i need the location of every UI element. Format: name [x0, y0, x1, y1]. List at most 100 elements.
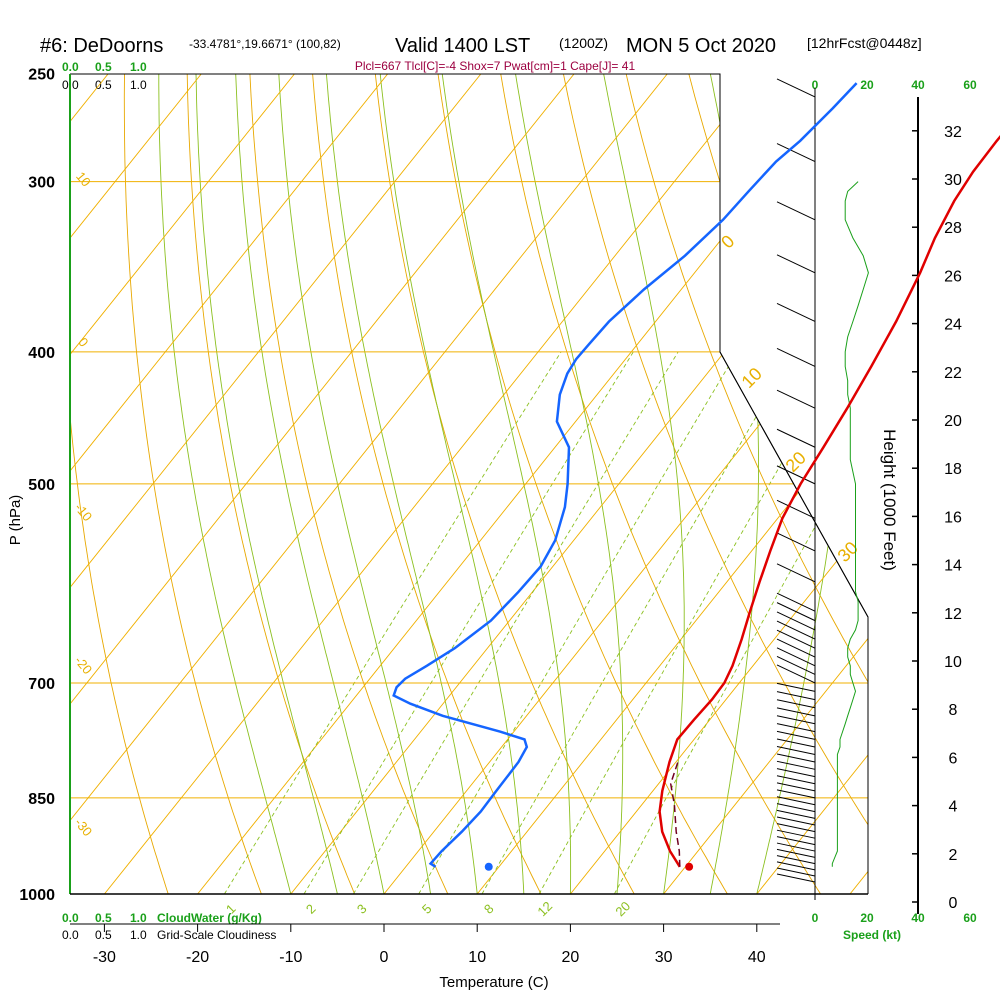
dry-adiabat: [931, 50, 1000, 923]
pressure-tick-label: 850: [28, 791, 55, 808]
mixing-ratio-line: [353, 351, 679, 894]
isotherm-label: -30: [72, 815, 96, 839]
wind-barb: [776, 873, 816, 883]
moist-adiabat: [277, 74, 432, 894]
wind-barb: [776, 629, 816, 649]
isotherm: [70, 74, 587, 894]
wind-barb: [776, 829, 816, 839]
mixing-ratio-label: 20: [612, 898, 633, 919]
pressure-tick-label: 1000: [19, 887, 55, 904]
moist-adiabat: [511, 74, 624, 894]
wind-barb: [776, 715, 816, 725]
isotherm: [0, 0, 27, 923]
pressure-tick-label: 400: [28, 345, 55, 362]
wind-barb: [776, 428, 816, 448]
pressure-tick-label: 700: [28, 676, 55, 693]
height-tick-label: 10: [944, 654, 962, 671]
wind-barb: [776, 775, 816, 785]
isotherm-label: 10: [738, 364, 766, 392]
dry-adiabat: [310, 74, 557, 894]
isotherm: [70, 74, 215, 894]
wind-barb: [776, 861, 816, 871]
wind-barb: [776, 465, 816, 485]
mixing-ratio-line: [224, 351, 562, 894]
cloud-black-top-2: 1.0: [130, 78, 147, 92]
height-tick-label: 32: [944, 124, 962, 141]
dry-adiabat: [620, 74, 868, 894]
cloud-green-bottom-label: CloudWater (g/Kg): [157, 911, 262, 925]
thermo-background: [0, 0, 1000, 923]
speed-top-1: 20: [860, 78, 874, 92]
sounding-series: [392, 82, 1000, 871]
isotherm: [80, 74, 867, 894]
moist-adiabat: [438, 74, 572, 894]
wind-barb: [776, 789, 816, 799]
wind-barb: [776, 803, 816, 813]
wind-barb: [776, 201, 816, 221]
wind-barb: [776, 768, 816, 778]
x-tick-label: 20: [562, 949, 580, 966]
wind-barb: [776, 816, 816, 826]
x-tick-label: 10: [468, 949, 486, 966]
wind-panel: [776, 78, 869, 900]
pressure-axis-ticks: 250 300 400 500 700 850 1000: [19, 67, 55, 904]
cloud-black-bottom-0: 0.0: [62, 928, 79, 942]
dry-adiabat: [496, 74, 840, 894]
mixing-ratio-labels: 1 2 3 5 8 12 20: [223, 898, 633, 919]
wind-barb: [776, 746, 816, 756]
isotherm: [70, 74, 774, 894]
dry-adiabat: [806, 74, 868, 894]
speed-bottom-2: 40: [911, 911, 925, 925]
wind-barb: [776, 611, 816, 631]
wind-barb: [776, 691, 816, 701]
wind-barb: [776, 782, 816, 792]
wind-barb: [776, 499, 816, 519]
isotherm: [70, 74, 401, 894]
speed-bottom-3: 60: [963, 911, 977, 925]
moist-adiabat: [195, 74, 338, 894]
height-tick-label: 8: [949, 702, 958, 719]
wind-barb: [776, 823, 816, 833]
wind-barb: [776, 855, 816, 865]
height-tick-label: 30: [944, 172, 962, 189]
isotherm: [70, 74, 494, 894]
x-tick-label: 40: [748, 949, 766, 966]
height-tick-label: 26: [944, 268, 962, 285]
wind-barb: [776, 664, 816, 684]
mixing-ratio-label: 8: [481, 901, 497, 917]
isotherm: [267, 74, 868, 894]
series-parcel: [669, 761, 681, 867]
isotherm: [360, 74, 868, 894]
wind-barb: [776, 303, 816, 322]
wind-barb: [776, 848, 816, 858]
speed-bottom-0: 0: [812, 911, 819, 925]
dry-adiabat: [186, 74, 368, 894]
moist-adiabat: [234, 74, 385, 894]
series-temperature: [658, 134, 1000, 868]
cloud-black-bottom-1: 0.5: [95, 928, 112, 942]
wind-barb: [776, 532, 816, 552]
moist-adiabat: [598, 74, 685, 894]
pressure-tick-label: 500: [28, 477, 55, 494]
speed-bottom-1: 20: [860, 911, 874, 925]
moist-adiabat: [705, 74, 759, 894]
wind-barb: [776, 723, 816, 733]
isotherm: [70, 74, 681, 894]
wind-barb: [776, 655, 816, 675]
cloud-green-bottom-1: 0.5: [95, 911, 112, 925]
valid-time: Valid 1400 LST: [395, 35, 530, 57]
cloud-green-bottom-0: 0.0: [62, 911, 79, 925]
cloud-scale-bottom: 0.0 0.5 1.0 CloudWater (g/Kg) 0.0 0.5 1.…: [62, 911, 276, 942]
wind-barb: [776, 796, 816, 806]
wind-barb: [776, 563, 816, 583]
height-tick-label: 28: [944, 220, 962, 237]
speed-label: Speed (kt): [843, 928, 901, 942]
speed-top-3: 60: [963, 78, 977, 92]
dry-adiabat: [70, 74, 179, 894]
wind-barb: [776, 592, 816, 612]
isotherm-label: 0: [75, 335, 91, 350]
wind-barb: [776, 638, 816, 658]
isotherm: [733, 74, 868, 894]
dry-adiabat: [558, 74, 868, 894]
